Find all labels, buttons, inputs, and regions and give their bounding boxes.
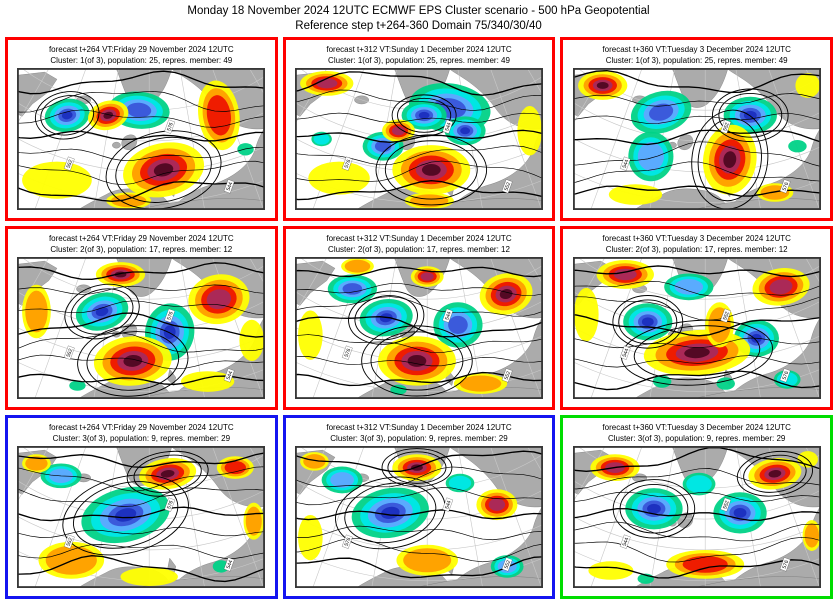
- svg-text:544: 544: [621, 537, 630, 547]
- svg-text:576: 576: [344, 159, 353, 169]
- geopotential-map: 544 552 576: [572, 257, 821, 400]
- svg-text:576: 576: [167, 122, 176, 132]
- svg-text:544: 544: [226, 371, 235, 381]
- svg-text:576: 576: [167, 311, 176, 321]
- svg-text:544: 544: [621, 159, 630, 169]
- svg-text:576: 576: [344, 537, 353, 547]
- cluster-panel-r3c1: forecast t+264 VT:Friday 29 November 202…: [5, 415, 278, 600]
- svg-text:544: 544: [226, 182, 235, 192]
- geopotential-map: 552 576 544: [17, 446, 266, 589]
- svg-text:544: 544: [226, 560, 235, 570]
- panel-forecast-line: forecast t+312 VT:Sunday 1 December 2024…: [326, 234, 512, 244]
- panel-forecast-line: forecast t+264 VT:Friday 29 November 202…: [48, 234, 234, 244]
- panel-forecast-line: forecast t+360 VT:Tuesday 3 December 202…: [602, 423, 791, 433]
- chart-subtitle: Reference step t+264-360 Domain 75/340/3…: [295, 20, 542, 33]
- svg-text:544: 544: [444, 122, 453, 132]
- panel-cluster-line: Cluster: 1(of 3), population: 25, repres…: [605, 56, 788, 66]
- svg-text:576: 576: [781, 560, 790, 570]
- geopotential-map: 544 552 576: [572, 446, 821, 589]
- cluster-panel-grid: forecast t+264 VT:Friday 29 November 202…: [0, 34, 837, 600]
- panel-forecast-line: forecast t+360 VT:Tuesday 3 December 202…: [602, 234, 791, 244]
- panel-cluster-line: Cluster: 1(of 3), population: 25, repres…: [328, 56, 510, 66]
- panel-cluster-line: Cluster: 3(of 3), population: 9, repres.…: [607, 434, 786, 444]
- panel-forecast-line: forecast t+312 VT:Sunday 1 December 2024…: [326, 45, 512, 55]
- cluster-panel-r1c1: forecast t+264 VT:Friday 29 November 202…: [5, 37, 278, 222]
- panel-forecast-line: forecast t+264 VT:Friday 29 November 202…: [48, 423, 234, 433]
- panel-cluster-line: Cluster: 2(of 3), population: 17, repres…: [328, 245, 510, 255]
- svg-text:552: 552: [722, 311, 731, 321]
- svg-text:552: 552: [504, 371, 513, 381]
- panel-cluster-line: Cluster: 1(of 3), population: 25, repres…: [50, 56, 233, 66]
- svg-text:552: 552: [722, 500, 731, 510]
- svg-text:552: 552: [66, 159, 75, 169]
- panel-forecast-line: forecast t+360 VT:Tuesday 3 December 202…: [602, 45, 791, 55]
- svg-text:576: 576: [781, 182, 790, 192]
- svg-text:544: 544: [621, 348, 630, 358]
- geopotential-map: 576 544 552: [294, 68, 543, 211]
- cluster-panel-r2c2: forecast t+312 VT:Sunday 1 December 2024…: [282, 226, 556, 411]
- chart-title-block: Monday 18 November 2024 12UTC ECMWF EPS …: [0, 0, 837, 34]
- svg-text:552: 552: [504, 560, 513, 570]
- cluster-panel-r1c2: forecast t+312 VT:Sunday 1 December 2024…: [282, 37, 556, 222]
- panel-cluster-line: Cluster: 2(of 3), population: 17, repres…: [605, 245, 788, 255]
- panel-forecast-line: forecast t+264 VT:Friday 29 November 202…: [48, 45, 234, 55]
- geopotential-map: 576 544 552: [294, 257, 543, 400]
- cluster-panel-r3c2: forecast t+312 VT:Sunday 1 December 2024…: [282, 415, 556, 600]
- cluster-panel-r2c3: forecast t+360 VT:Tuesday 3 December 202…: [560, 226, 833, 411]
- geopotential-map: 552 576 544: [17, 257, 266, 400]
- panel-cluster-line: Cluster: 2(of 3), population: 17, repres…: [50, 245, 233, 255]
- panel-forecast-line: forecast t+312 VT:Sunday 1 December 2024…: [326, 423, 512, 433]
- panel-cluster-line: Cluster: 3(of 3), population: 9, repres.…: [52, 434, 231, 444]
- svg-text:552: 552: [66, 537, 75, 547]
- panel-cluster-line: Cluster: 3(of 3), population: 9, repres.…: [330, 434, 508, 444]
- cluster-panel-r2c1: forecast t+264 VT:Friday 29 November 202…: [5, 226, 278, 411]
- svg-text:552: 552: [722, 122, 731, 132]
- svg-text:576: 576: [167, 500, 176, 510]
- chart-title: Monday 18 November 2024 12UTC ECMWF EPS …: [187, 5, 650, 17]
- geopotential-map: 544 552 576: [572, 68, 821, 211]
- cluster-panel-r3c3: forecast t+360 VT:Tuesday 3 December 202…: [560, 415, 833, 600]
- svg-text:576: 576: [781, 371, 790, 381]
- svg-text:552: 552: [504, 182, 513, 192]
- svg-text:576: 576: [344, 348, 353, 358]
- geopotential-map: 552 576 544: [17, 68, 266, 211]
- svg-text:544: 544: [444, 500, 453, 510]
- cluster-panel-r1c3: forecast t+360 VT:Tuesday 3 December 202…: [560, 37, 833, 222]
- svg-text:552: 552: [66, 348, 75, 358]
- svg-text:544: 544: [444, 311, 453, 321]
- geopotential-map: 576 544 552: [294, 446, 543, 589]
